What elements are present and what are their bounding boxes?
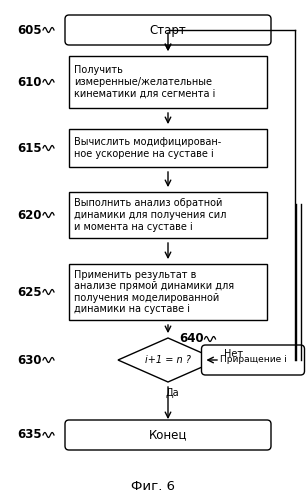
Text: Старт: Старт <box>150 23 186 36</box>
Text: 635: 635 <box>17 429 42 442</box>
FancyBboxPatch shape <box>65 420 271 450</box>
FancyBboxPatch shape <box>65 15 271 45</box>
Bar <box>69 56 267 108</box>
Bar <box>69 129 267 167</box>
Text: Получить
измеренные/желательные
кинематики для сегмента i: Получить измеренные/желательные кинемати… <box>74 65 215 99</box>
Bar <box>69 264 267 320</box>
Bar <box>69 192 267 238</box>
Text: Фиг. 6: Фиг. 6 <box>131 481 175 494</box>
Text: 605: 605 <box>17 23 42 36</box>
Text: 610: 610 <box>17 75 42 88</box>
Text: 640: 640 <box>179 332 203 345</box>
Text: Вычислить модифицирован-
ное ускорение на суставе i: Вычислить модифицирован- ное ускорение н… <box>74 137 221 159</box>
Text: 615: 615 <box>17 142 42 155</box>
Text: i+1 = n ?: i+1 = n ? <box>145 355 191 365</box>
Text: Да: Да <box>165 388 179 398</box>
Text: Применить результат в
анализе прямой динамики для
получения моделированной
динам: Применить результат в анализе прямой дин… <box>74 269 234 314</box>
Polygon shape <box>118 338 218 382</box>
Text: Конец: Конец <box>149 429 187 442</box>
Text: 625: 625 <box>17 285 42 298</box>
Text: 620: 620 <box>17 209 42 222</box>
Text: 630: 630 <box>17 353 42 366</box>
Text: Выполнить анализ обратной
динамики для получения сил
и момента на суставе i: Выполнить анализ обратной динамики для п… <box>74 199 226 232</box>
Text: Приращение i: Приращение i <box>220 355 286 364</box>
FancyBboxPatch shape <box>201 345 304 375</box>
Text: Нет: Нет <box>224 349 243 359</box>
